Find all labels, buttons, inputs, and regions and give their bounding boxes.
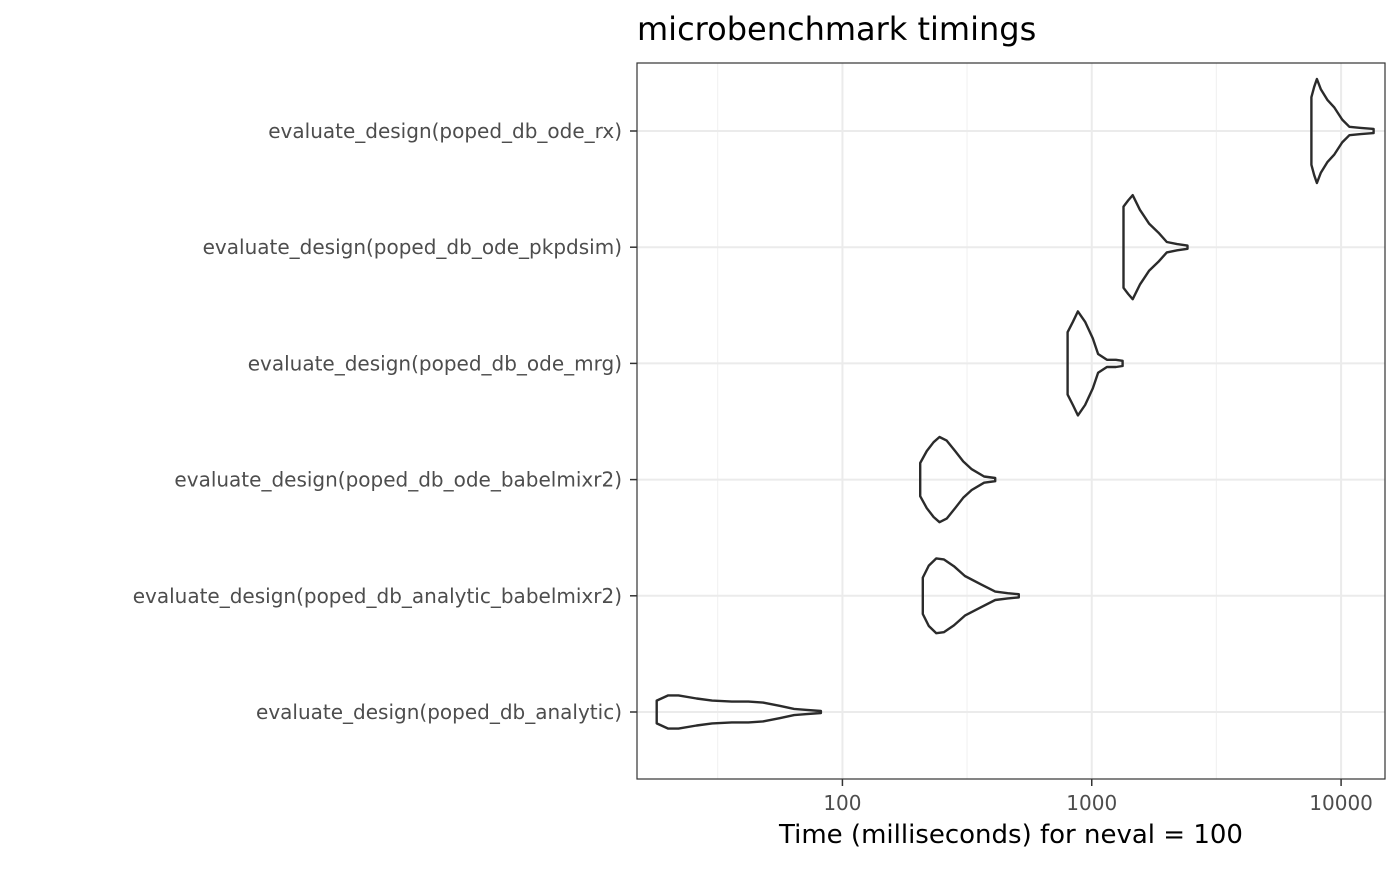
- y-tick-label: evaluate_design(poped_db_analytic): [256, 700, 622, 724]
- violin-2: [1122, 194, 1189, 301]
- x-tick-label: 100: [823, 791, 861, 815]
- y-tick-label: evaluate_design(poped_db_ode_babelmixr2): [174, 468, 622, 492]
- y-tick-label: evaluate_design(poped_db_ode_rx): [268, 119, 622, 143]
- x-axis: 100 1000 10000: [823, 779, 1373, 815]
- violins: [655, 77, 1375, 730]
- y-tick-label: evaluate_design(poped_db_ode_pkpdsim): [203, 235, 622, 259]
- x-tick-label: 1000: [1066, 791, 1117, 815]
- violin-4: [919, 435, 997, 524]
- violin-1: [1310, 77, 1375, 185]
- violin-3: [1066, 310, 1124, 417]
- y-tick-label: evaluate_design(poped_db_analytic_babelm…: [133, 584, 622, 608]
- violin-6: [655, 694, 823, 730]
- grid-lines: [637, 63, 1385, 779]
- x-tick-label: 10000: [1309, 791, 1373, 815]
- x-axis-label: Time (milliseconds) for neval = 100: [778, 820, 1243, 850]
- y-axis: evaluate_design(poped_db_ode_rx) evaluate…: [133, 119, 637, 724]
- panel-border: [636, 62, 1386, 780]
- chart-title: microbenchmark timings: [637, 10, 1036, 48]
- y-tick-label: evaluate_design(poped_db_ode_mrg): [248, 351, 622, 375]
- violin-5: [921, 557, 1020, 635]
